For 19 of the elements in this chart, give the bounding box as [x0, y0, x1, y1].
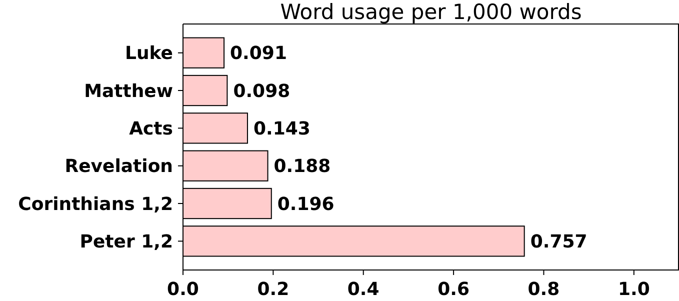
y-tick-label: Matthew — [84, 80, 173, 102]
data-label: 0.098 — [233, 80, 290, 102]
data-label: 0.091 — [230, 43, 287, 64]
y-tick-label: Acts — [129, 118, 173, 140]
data-label: 0.196 — [277, 194, 334, 215]
x-tick-label: 0.4 — [347, 279, 380, 300]
data-label: 0.188 — [274, 156, 331, 178]
data-label: 0.143 — [253, 118, 310, 140]
x-tick-label: 0.8 — [528, 279, 560, 300]
y-tick-label: Corinthians 1,2 — [18, 194, 173, 215]
y-tick-label: Peter 1,2 — [80, 231, 173, 252]
data-label: 0.757 — [530, 231, 588, 252]
y-tick-label: Revelation — [64, 156, 173, 178]
x-tick-label: 0.0 — [167, 279, 199, 300]
x-tick-label: 0.6 — [438, 279, 470, 300]
x-tick-label: 1.0 — [618, 279, 650, 300]
y-tick-label: Luke — [125, 43, 173, 64]
chart-title: Word usage per 1,000 words — [280, 0, 582, 24]
x-tick-label: 0.2 — [257, 279, 290, 300]
